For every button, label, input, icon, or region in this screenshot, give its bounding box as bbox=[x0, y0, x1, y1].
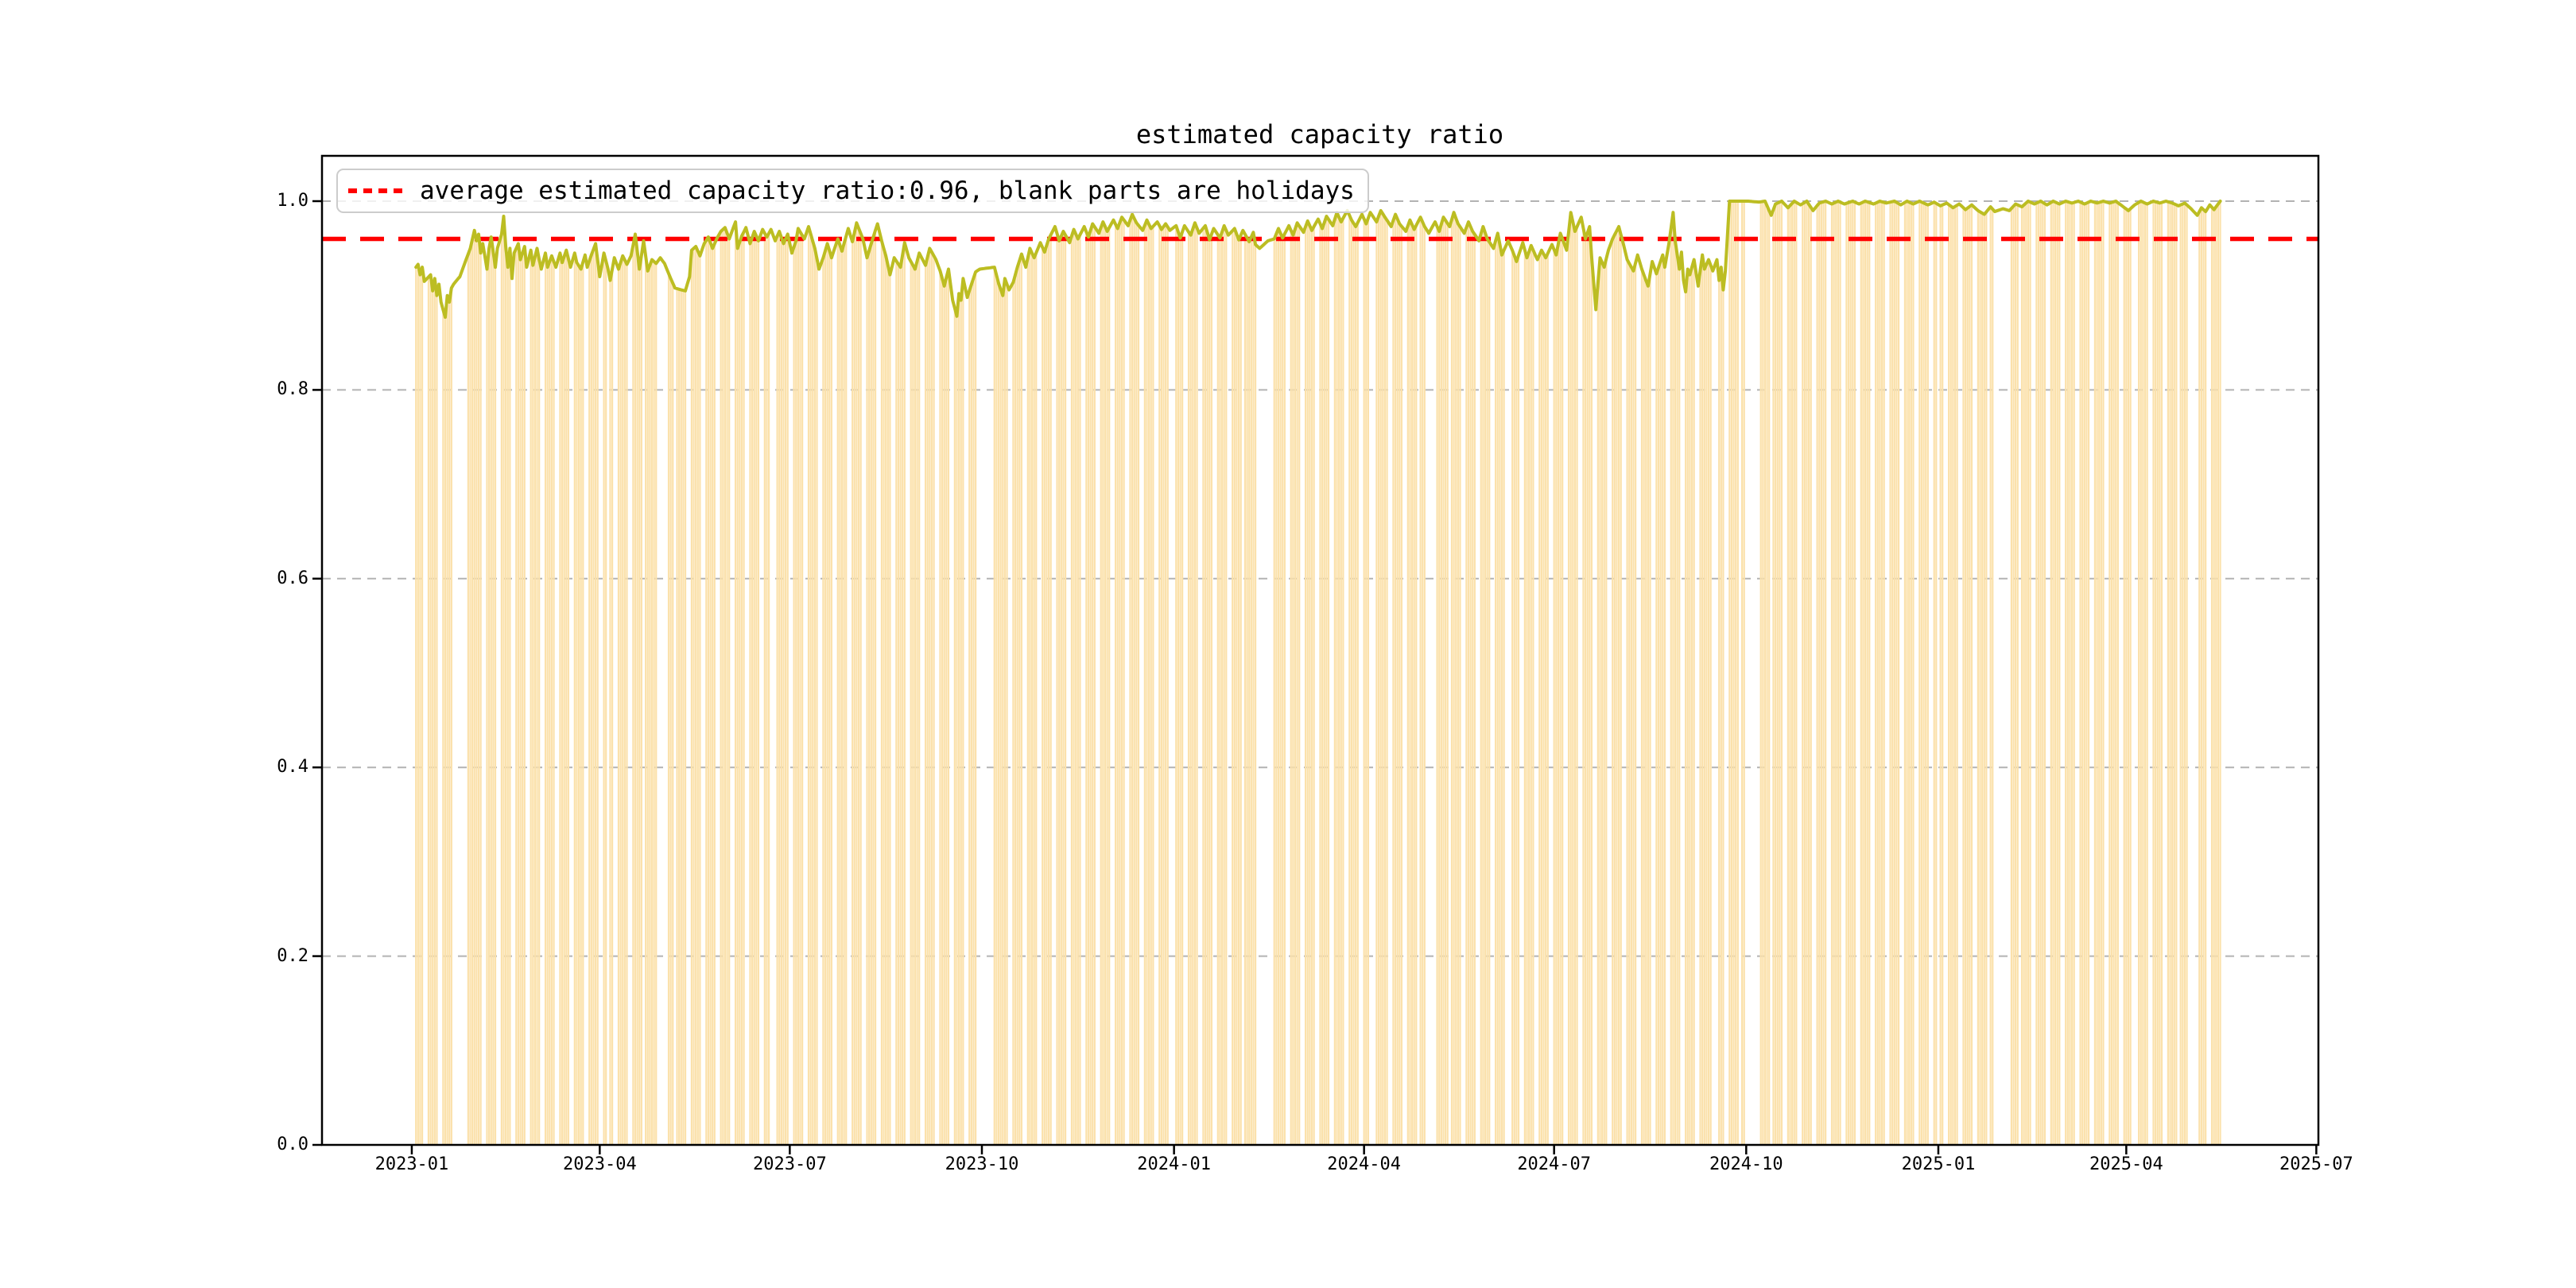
y-tick-label: 0.4 bbox=[277, 757, 308, 778]
y-tick-label: 0.6 bbox=[277, 568, 308, 588]
y-tick-label: 0.0 bbox=[277, 1135, 308, 1154]
x-tick-label: 2023-10 bbox=[945, 1154, 1019, 1174]
x-tick-label: 2024-07 bbox=[1517, 1154, 1592, 1174]
x-tick-label: 2023-01 bbox=[374, 1154, 449, 1174]
chart-title: estimated capacity ratio bbox=[1135, 119, 1504, 149]
legend-box: average estimated capacity ratio:0.96, b… bbox=[336, 169, 1369, 213]
x-tick-label: 2024-04 bbox=[1327, 1154, 1402, 1174]
bars-series bbox=[415, 201, 2221, 1145]
x-tick-label: 2025-07 bbox=[2279, 1154, 2353, 1174]
x-tick-label: 2023-04 bbox=[562, 1154, 637, 1174]
legend-label: average estimated capacity ratio:0.96, b… bbox=[420, 176, 1355, 205]
plot-border bbox=[320, 154, 2320, 1146]
x-tick-label: 2025-01 bbox=[1901, 1154, 1976, 1174]
y-tick-label: 1.0 bbox=[277, 191, 308, 211]
x-tick-label: 2025-04 bbox=[2089, 1154, 2163, 1174]
x-tick-label: 2024-10 bbox=[1709, 1154, 1783, 1174]
average-line-legend-swatch-icon bbox=[348, 188, 402, 193]
y-tick-label: 0.8 bbox=[277, 379, 308, 400]
x-tick-label: 2024-01 bbox=[1137, 1154, 1211, 1174]
x-tick-label: 2023-07 bbox=[752, 1154, 827, 1174]
y-tick-label: 0.2 bbox=[277, 945, 308, 966]
capacity-ratio-line bbox=[414, 200, 2222, 319]
